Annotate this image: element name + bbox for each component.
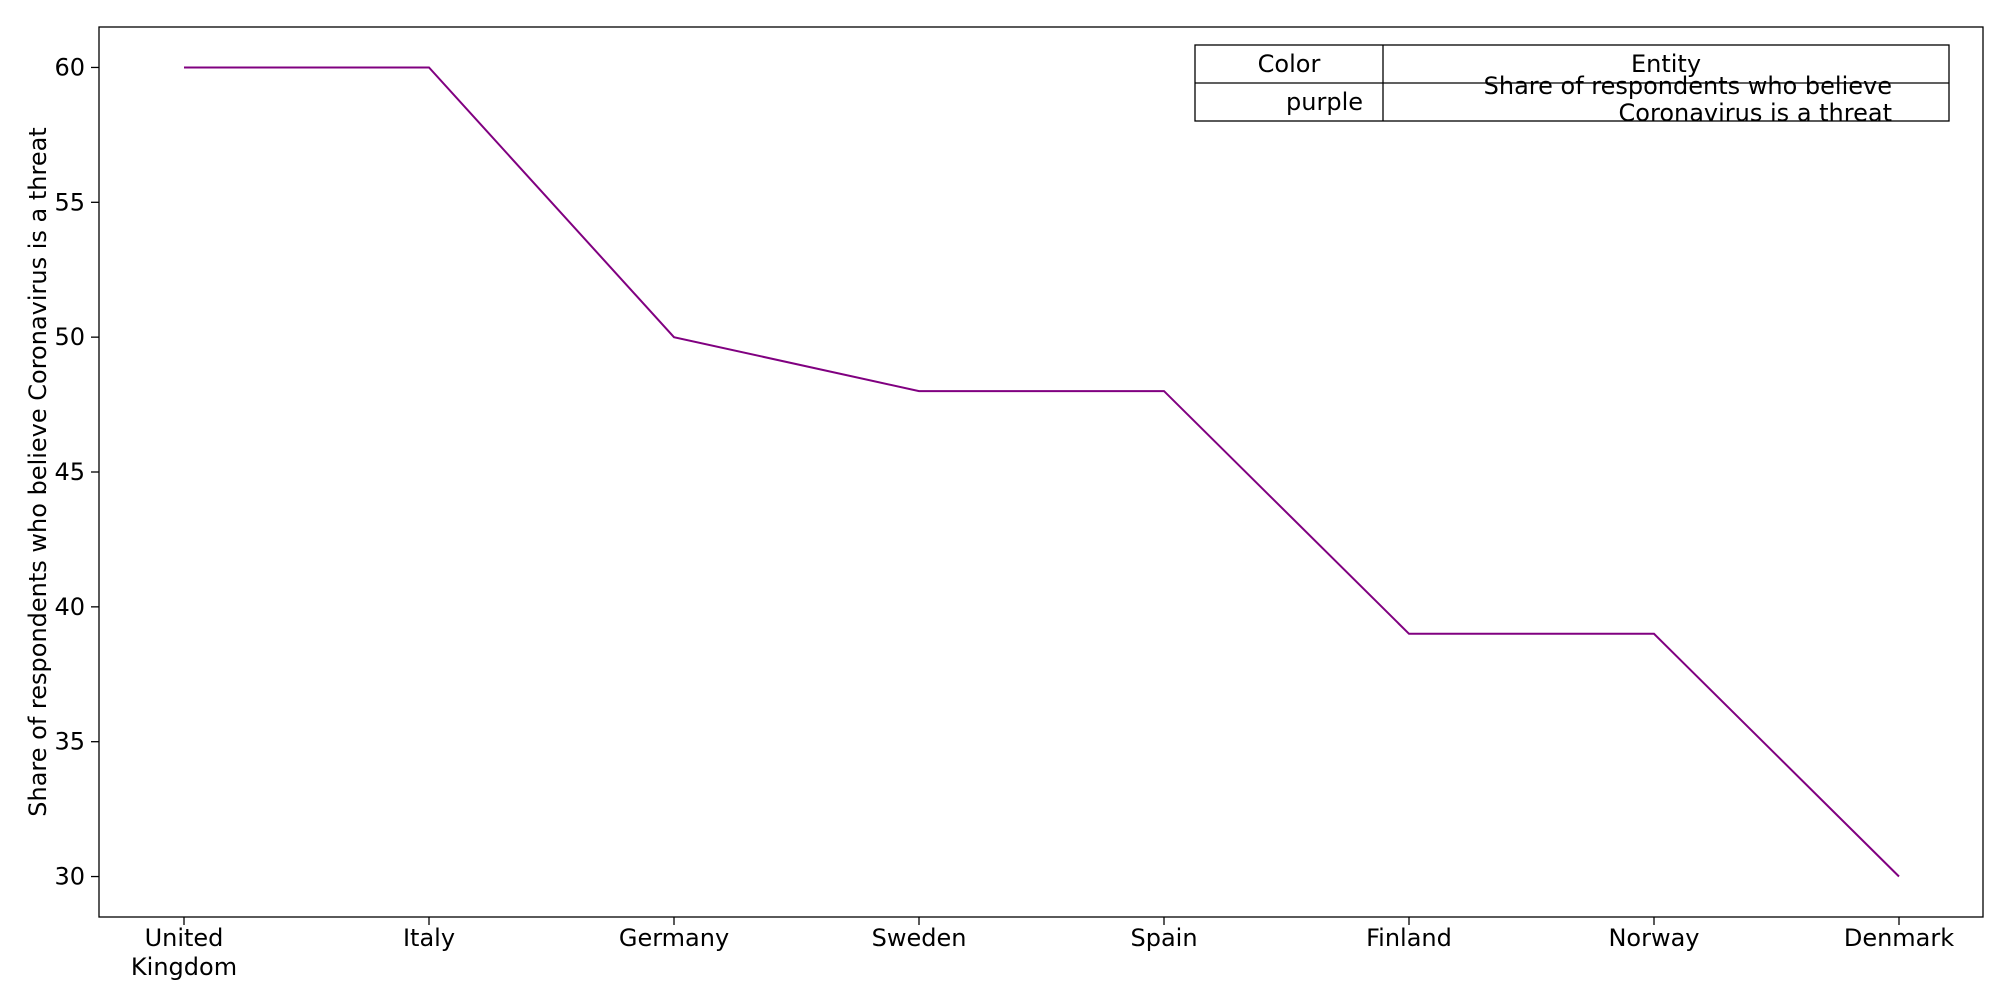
y-tick-label: 35 bbox=[54, 728, 85, 756]
x-tick-label: Denmark bbox=[1844, 924, 1954, 952]
legend-cell-entity: Share of respondents who believe bbox=[1484, 72, 1892, 100]
x-tick-label: Italy bbox=[403, 924, 455, 952]
plot-frame bbox=[99, 27, 1983, 917]
y-axis-label: Share of respondents who believe Coronav… bbox=[24, 127, 52, 816]
y-tick-label: 55 bbox=[54, 188, 85, 216]
series-line bbox=[184, 68, 1899, 877]
legend-cell-entity: Coronavirus is a threat bbox=[1619, 99, 1892, 127]
legend-cell-color: purple bbox=[1286, 88, 1363, 116]
series-layer bbox=[184, 67, 1899, 876]
x-tick-label: United bbox=[145, 924, 224, 952]
legend-header-color: Color bbox=[1258, 50, 1321, 78]
y-tick-label: 45 bbox=[54, 458, 85, 486]
y-tick-label: 50 bbox=[54, 323, 85, 351]
y-axis: 30 35 40 45 50 55 60 bbox=[54, 53, 99, 890]
x-tick-label: Kingdom bbox=[131, 953, 237, 981]
x-tick-label: Spain bbox=[1130, 924, 1197, 952]
x-tick-label: Finland bbox=[1366, 924, 1452, 952]
y-tick-label: 40 bbox=[54, 593, 85, 621]
x-tick-label: Germany bbox=[619, 924, 729, 952]
y-tick-label: 60 bbox=[54, 53, 85, 81]
x-tick-label: Sweden bbox=[872, 924, 967, 952]
y-tick-label: 30 bbox=[54, 863, 85, 891]
x-tick-label: Norway bbox=[1608, 924, 1699, 952]
